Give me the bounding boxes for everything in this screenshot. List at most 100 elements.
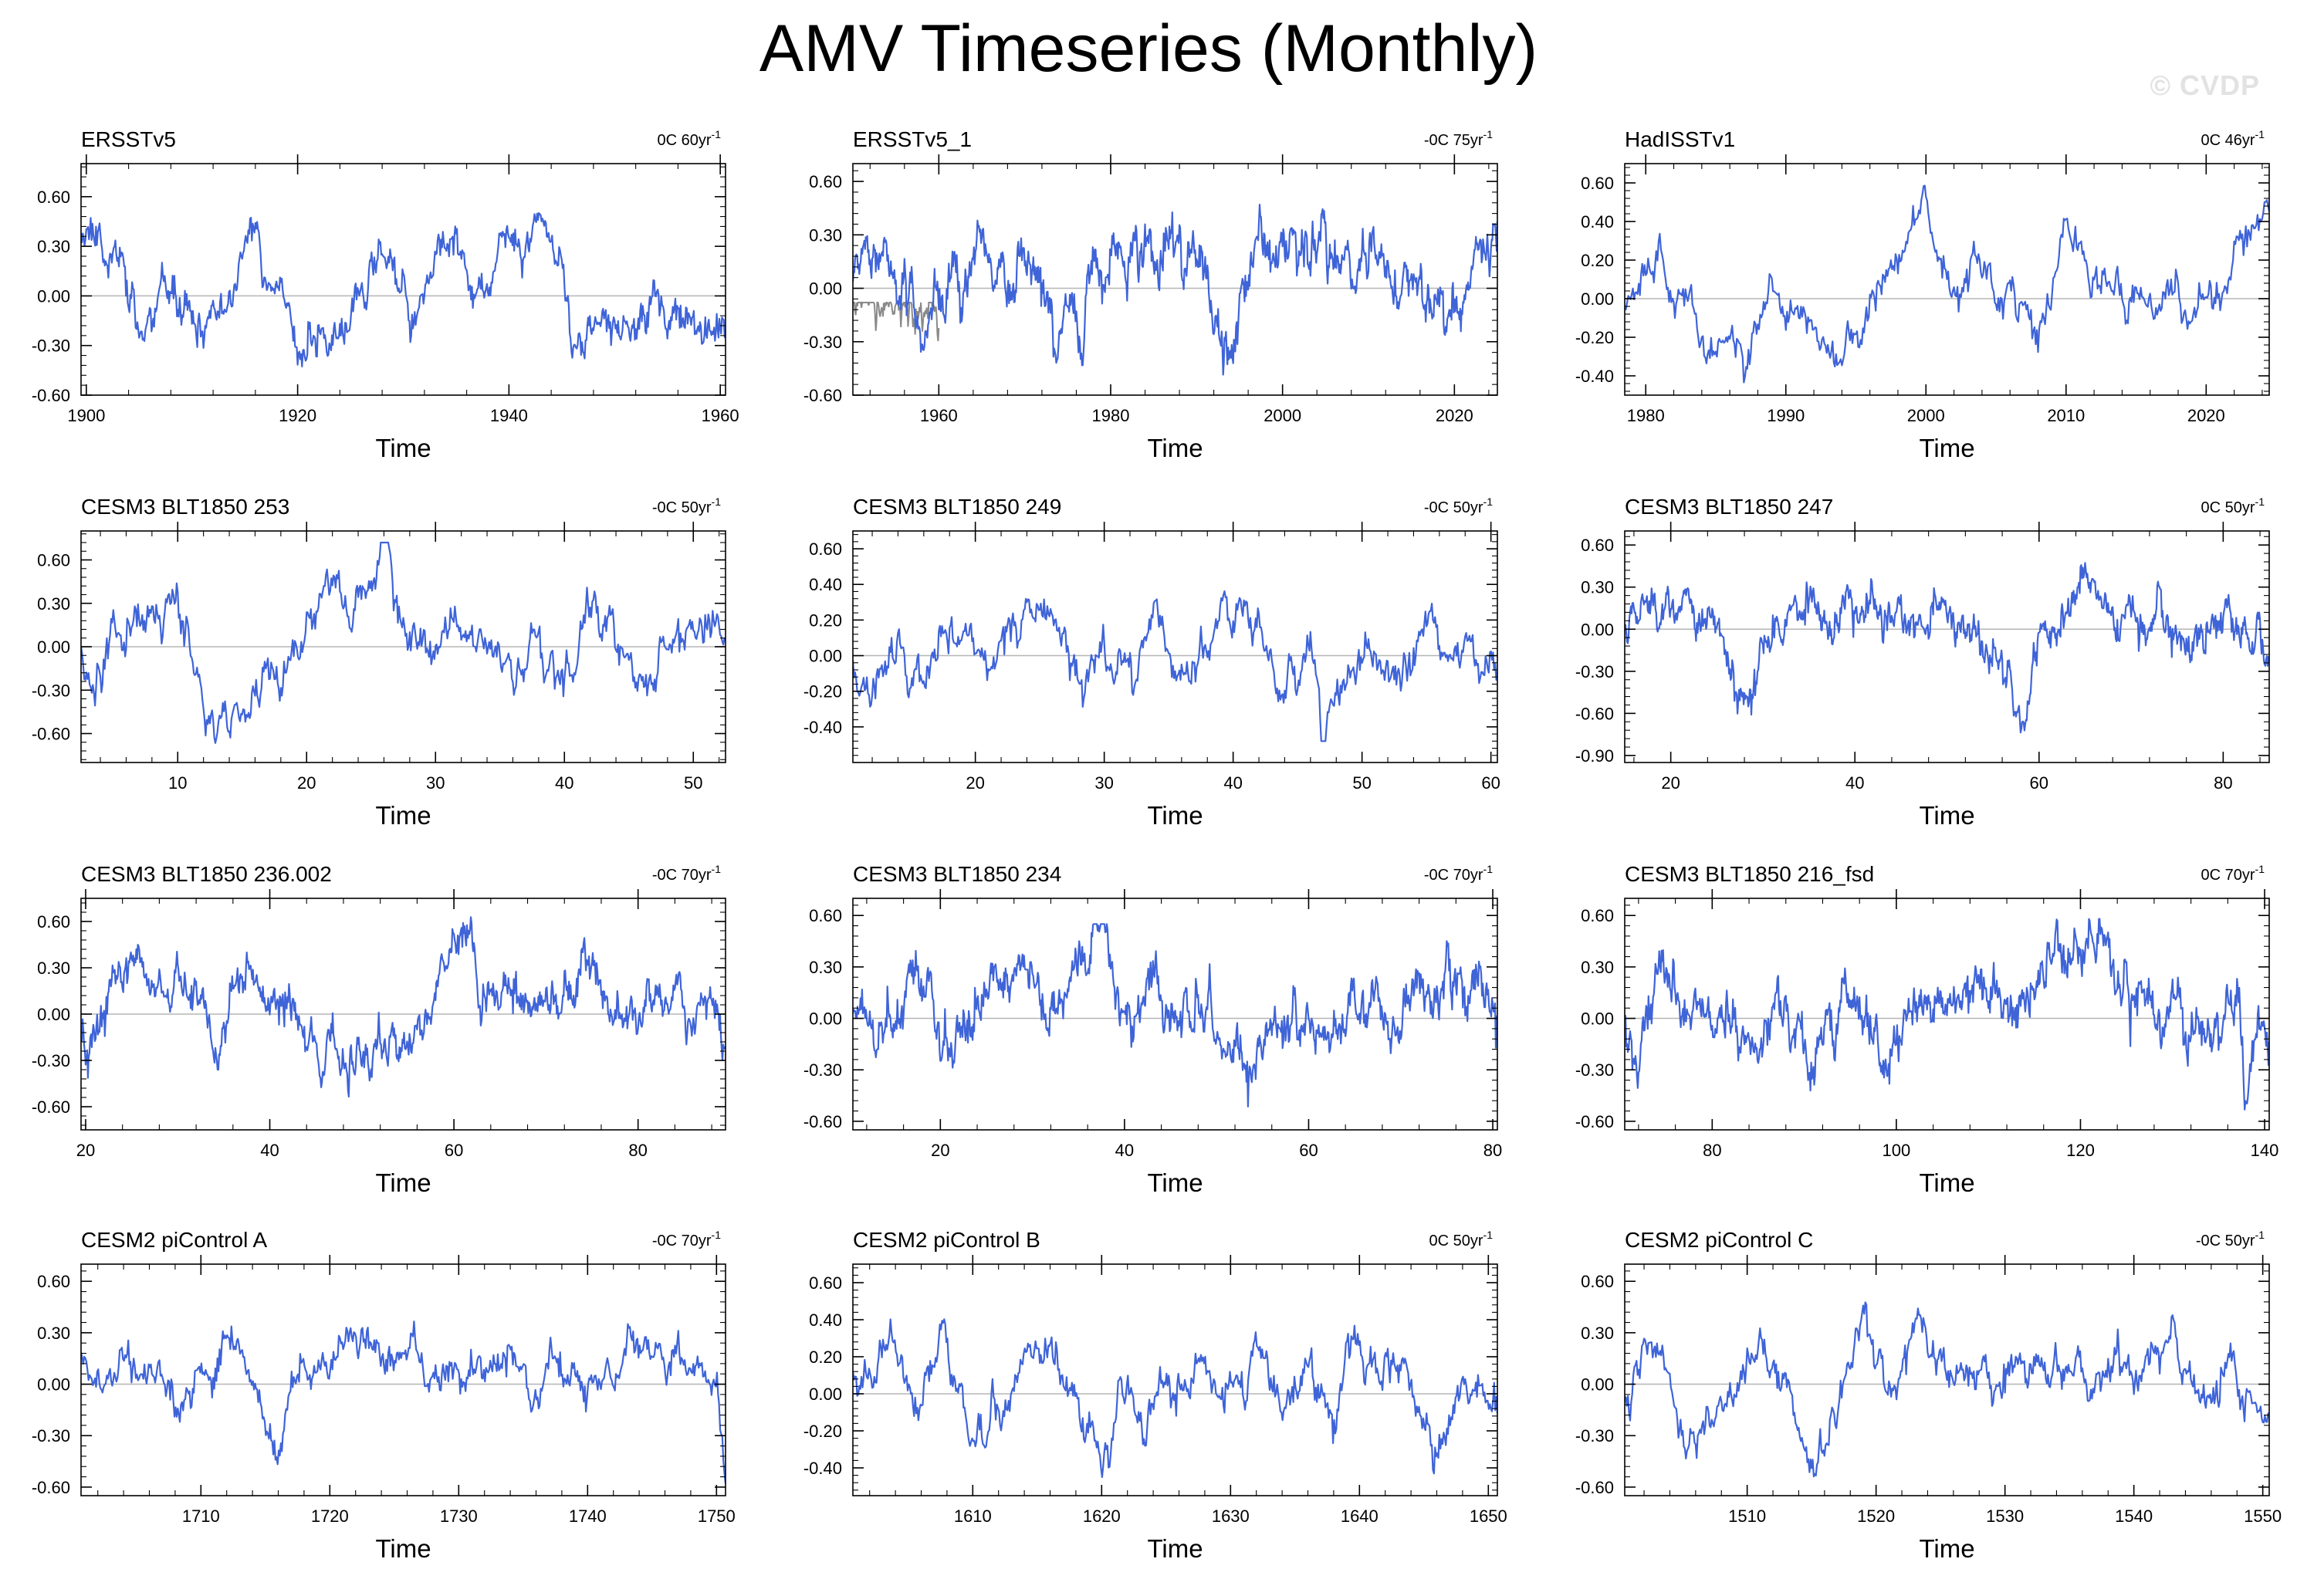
panel-cesm3-blt1850-236-002-xtick-label: 80 <box>628 1141 647 1160</box>
panel-cesm3-blt1850-253-series <box>81 541 726 744</box>
panel-hadisstv1-xtick-label: 2000 <box>1907 406 1945 425</box>
panel-ersstv5-series <box>81 211 726 367</box>
panel-cesm3-blt1850-234-xlabel: Time <box>1147 1168 1203 1197</box>
panel-cesm3-blt1850-234-xtick-label: 80 <box>1483 1141 1502 1160</box>
panel-cesm2-picontrol-b-xtick-label: 1610 <box>954 1506 992 1526</box>
panel-cesm3-blt1850-216-fsd-xtick-label: 120 <box>2066 1141 2095 1160</box>
panel-cesm3-blt1850-249-frame <box>852 530 1498 763</box>
figure-title: AMV Timeseries (Monthly) <box>759 12 1538 86</box>
panel-ersstv5-xtick-label: 1920 <box>279 406 316 425</box>
panel-cesm3-blt1850-216-fsd-ytick-label: -0.30 <box>1575 1060 1614 1080</box>
panel-cesm3-blt1850-247-trend-unit: -1 <box>2255 495 2265 508</box>
panel-cesm3-blt1850-236-002-ytick-label: 0.00 <box>37 1005 70 1024</box>
panel-cesm2-picontrol-b: CESM2 piControl B 0C 50yr-1 0.60 0.40 0.20 0.… <box>803 1228 1507 1563</box>
panel-cesm2-picontrol-c-ytick-label: -0.30 <box>1575 1426 1614 1446</box>
panel-cesm2-picontrol-b-trend-unit: -1 <box>1483 1229 1494 1241</box>
panel-hadisstv1-ytick-label: -0.20 <box>1575 328 1614 347</box>
panel-cesm2-picontrol-b-xlabel: Time <box>1147 1534 1203 1563</box>
panel-cesm3-blt1850-249-ytick-label: -0.40 <box>803 718 842 737</box>
panel-cesm3-blt1850-247-xlabel: Time <box>1919 801 1974 830</box>
panel-cesm3-blt1850-236-002-trend-unit: -1 <box>712 863 722 875</box>
panel-cesm3-blt1850-253-ytick-label: -0.30 <box>32 681 70 700</box>
panel-cesm2-picontrol-b-xtick-label: 1620 <box>1083 1506 1121 1526</box>
panel-cesm2-picontrol-a-xlabel: Time <box>375 1534 431 1563</box>
panel-cesm2-picontrol-a-xtick-label: 1720 <box>311 1506 349 1526</box>
panel-ersstv5-xtick-label: 1900 <box>67 406 105 425</box>
panel-cesm3-blt1850-236-002: CESM3 BLT1850 236.002 -0C 70yr-1 0.60 0.30 0… <box>32 862 726 1197</box>
panel-hadisstv1-trend-unit: -1 <box>2255 128 2265 140</box>
panel-ersstv5-1-frame <box>852 163 1498 396</box>
panel-cesm2-picontrol-c-xtick-label: 1550 <box>2244 1506 2282 1526</box>
panel-hadisstv1-xlabel: Time <box>1919 434 1974 462</box>
panel-ersstv5-ytick-label: -0.30 <box>32 336 70 356</box>
panel-cesm3-blt1850-234-ytick-label: -0.60 <box>803 1112 842 1131</box>
panel-cesm2-picontrol-b-frame <box>852 1263 1498 1496</box>
panel-cesm3-blt1850-234-trend-unit: -1 <box>1483 863 1494 875</box>
panel-hadisstv1-ytick-label: 0.40 <box>1581 212 1614 232</box>
panel-cesm2-picontrol-a-ytick-label: 0.00 <box>37 1375 70 1395</box>
panel-cesm3-blt1850-253-xlabel: Time <box>375 801 431 830</box>
panel-cesm3-blt1850-253-ytick-label: 0.30 <box>37 594 70 614</box>
panel-ersstv5-1-xtick-label: 1960 <box>920 406 958 425</box>
panel-hadisstv1-ytick-label: 0.00 <box>1581 289 1614 309</box>
panel-cesm3-blt1850-216-fsd-ytick-label: 0.60 <box>1581 906 1614 925</box>
panel-ersstv5: ERSSTv5 0C 60yr-10.600.300.00-0.30-0.6019… <box>32 127 739 462</box>
panel-cesm2-picontrol-a-ytick-label: -0.30 <box>32 1426 70 1446</box>
panel-cesm3-blt1850-249-trend: -0C 50yr-1 <box>1424 495 1493 516</box>
panel-cesm3-blt1850-253-title: CESM3 BLT1850 253 <box>81 495 289 519</box>
panel-hadisstv1-xtick-label: 2010 <box>2047 406 2085 425</box>
panel-ersstv5-1-ytick-label: -0.30 <box>803 333 842 352</box>
panel-cesm3-blt1850-236-002-series <box>81 916 726 1098</box>
panel-cesm2-picontrol-a-xtick-label: 1740 <box>569 1506 607 1526</box>
panel-ersstv5-title: ERSSTv5 <box>81 127 176 151</box>
panel-cesm3-blt1850-234-ytick-label: 0.30 <box>809 958 842 977</box>
panel-cesm2-picontrol-c-series <box>1625 1301 2269 1478</box>
panel-cesm3-blt1850-236-002-xtick-label: 40 <box>260 1141 279 1160</box>
panel-cesm3-blt1850-249-ytick-label: 0.60 <box>809 539 842 559</box>
panel-cesm2-picontrol-a-xtick-label: 1710 <box>182 1506 220 1526</box>
panel-cesm3-blt1850-234: CESM3 BLT1850 234 -0C 70yr-1 0.60 0.30 0.00 -… <box>803 862 1502 1197</box>
panel-cesm3-blt1850-236-002-xlabel: Time <box>375 1168 431 1197</box>
panel-cesm2-picontrol-c-xtick-label: 1530 <box>1986 1506 2024 1526</box>
panel-ersstv5-ytick-label: 0.60 <box>37 188 70 207</box>
panel-cesm3-blt1850-247-ytick-label: 0.60 <box>1581 536 1614 555</box>
panel-cesm3-blt1850-236-002-ytick-label: -0.60 <box>32 1097 70 1117</box>
panel-cesm3-blt1850-253-xtick-label: 30 <box>426 773 445 793</box>
panel-cesm3-blt1850-249-ytick-label: 0.00 <box>809 647 842 666</box>
panel-cesm3-blt1850-253-ytick-label: 0.60 <box>37 551 70 570</box>
panel-cesm3-blt1850-249-xtick-label: 20 <box>966 773 984 793</box>
panel-ersstv5-trend-unit: -1 <box>712 128 722 140</box>
panel-cesm3-blt1850-234-xtick-label: 60 <box>1299 1141 1318 1160</box>
panel-cesm3-blt1850-234-ytick-label: -0.30 <box>803 1060 842 1080</box>
panel-cesm3-blt1850-249-xtick-label: 30 <box>1094 773 1113 793</box>
panel-cesm3-blt1850-216-fsd-ytick-label: -0.60 <box>1575 1112 1614 1131</box>
panel-cesm3-blt1850-216-fsd-xtick-label: 140 <box>2251 1141 2279 1160</box>
panel-cesm3-blt1850-236-002-ytick-label: 0.30 <box>37 959 70 978</box>
panel-cesm3-blt1850-249-ytick-label: -0.20 <box>803 682 842 702</box>
panel-ersstv5-1-xtick-label: 1980 <box>1092 406 1130 425</box>
panel-hadisstv1-trend: 0C 46yr-1 <box>2201 128 2265 149</box>
panel-cesm2-picontrol-b-series <box>853 1318 1497 1479</box>
panel-cesm3-blt1850-236-002-title: CESM3 BLT1850 236.002 <box>81 862 332 886</box>
panel-cesm3-blt1850-253-trend-unit: -1 <box>712 495 722 508</box>
panel-cesm3-blt1850-247-ytick-label: 0.00 <box>1581 620 1614 639</box>
panel-cesm3-blt1850-234-frame <box>852 898 1498 1131</box>
panel-cesm3-blt1850-249-ytick-label: 0.40 <box>809 575 842 594</box>
panel-cesm3-blt1850-253-xtick-label: 20 <box>297 773 316 793</box>
panel-cesm2-picontrol-c-xtick-label: 1520 <box>1857 1506 1895 1526</box>
panel-cesm3-blt1850-247-ytick-label: -0.30 <box>1575 662 1614 681</box>
panel-hadisstv1-ytick-label: 0.20 <box>1581 251 1614 270</box>
panel-ersstv5-1-ytick-label: 0.00 <box>809 279 842 299</box>
panel-cesm3-blt1850-249-trend-unit: -1 <box>1483 495 1494 508</box>
panel-cesm2-picontrol-a: CESM2 piControl A -0C 70yr-1 0.60 0.30 0.00 -… <box>32 1228 736 1563</box>
panel-cesm3-blt1850-216-fsd-trend-unit: -1 <box>2255 863 2265 875</box>
panel-cesm2-picontrol-b-ytick-label: 0.00 <box>809 1385 842 1404</box>
panel-hadisstv1: HadISSTv1 0C 46yr-1 0.60 0.40 0.20 0.00 -0.20 -… <box>1575 127 2270 462</box>
panel-cesm3-blt1850-247-ytick-label: -0.90 <box>1575 746 1614 766</box>
panel-cesm3-blt1850-249-series <box>853 590 1497 742</box>
panel-cesm3-blt1850-253-xtick-label: 50 <box>684 773 702 793</box>
panel-cesm2-picontrol-c-ytick-label: 0.00 <box>1581 1375 1614 1395</box>
panel-ersstv5-ytick-label: -0.60 <box>32 386 70 405</box>
panel-ersstv5-1: ERSSTv5_1 -0C 75yr-1 0.60 0.30 0.00 -0.30 -0.6… <box>803 127 1498 462</box>
